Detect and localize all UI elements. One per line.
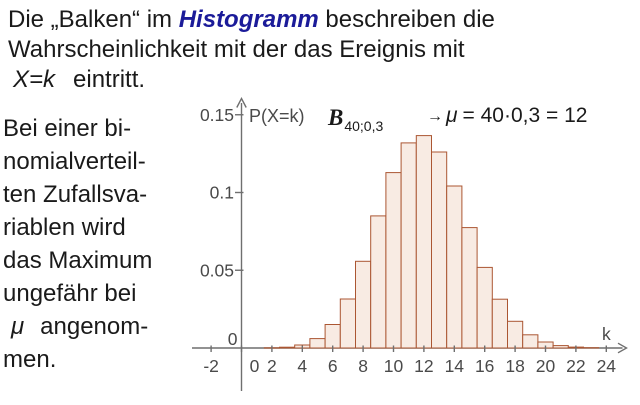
x-tick-label: 24 xyxy=(597,356,617,376)
histogram-bar-k15 xyxy=(462,228,477,348)
aside-mu-rest: angenom- xyxy=(40,313,148,340)
mu-symbol: μ xyxy=(11,313,24,340)
distribution-label-main: B xyxy=(327,105,343,130)
mu-annotation-symbol: μ xyxy=(445,104,458,127)
y-tick-label: 0.15 xyxy=(200,105,234,125)
y-tick-label: 0.1 xyxy=(210,183,234,203)
right-arrow-icon: → xyxy=(427,108,443,125)
x-tick-label: 20 xyxy=(536,356,556,376)
histogram-bar-k8 xyxy=(356,261,371,348)
y-zero-label: 0 xyxy=(228,329,238,349)
intro-paragraph: Die „Balken“ im Histogramm beschreiben d… xyxy=(8,5,636,95)
aside-last-line: men. xyxy=(3,343,195,376)
aside-line: riablen wird xyxy=(3,211,195,244)
aside-paragraph: Bei einer bi- nomialverteil- ten Zufalls… xyxy=(3,112,195,376)
intro-line1-post: beschreiben die xyxy=(319,6,495,33)
intro-line-2: Wahrscheinlichkeit mit der das Ereignis … xyxy=(8,35,636,65)
intro-line-3: X=k eintritt. xyxy=(13,65,636,95)
aside-mu-line: μ angenom- xyxy=(3,310,195,343)
mu-annotation-text: = 40·0,3 = 12 xyxy=(463,104,588,127)
aside-line: ungefähr bei xyxy=(3,277,195,310)
x-axis-title: k xyxy=(602,324,611,344)
histogram-bar-k14 xyxy=(447,186,462,348)
aside-line: Bei einer bi- xyxy=(3,112,195,145)
intro-line3-post: eintritt. xyxy=(73,66,145,93)
x-tick-label: 2 xyxy=(267,356,277,376)
x-tick-label: 12 xyxy=(414,356,433,376)
mu-annotation: →μ= 40·0,3 = 12 xyxy=(427,104,587,127)
aside-line: nomialverteil- xyxy=(3,145,195,178)
histogram-bar-k18 xyxy=(508,321,523,348)
math-x-equals-k: X=k xyxy=(13,66,55,93)
x-tick-label: 18 xyxy=(505,356,524,376)
histogramm-emphasis: Histogramm xyxy=(179,6,319,33)
x-tick-label: 10 xyxy=(384,356,404,376)
intro-line-1: Die „Balken“ im Histogramm beschreiben d… xyxy=(8,5,636,35)
histogram-bar-k5 xyxy=(310,339,325,348)
histogram-bar-k3 xyxy=(280,347,295,348)
x-tick-label: 6 xyxy=(328,356,338,376)
histogram-bar-k17 xyxy=(492,299,507,348)
histogram-bar-k21 xyxy=(553,346,568,348)
histogram-bar-k7 xyxy=(340,299,355,348)
x-tick-label: -2 xyxy=(203,356,219,376)
x-tick-label: 22 xyxy=(566,356,585,376)
distribution-label-subscript: 40;0,3 xyxy=(344,118,383,134)
histogram-bar-k16 xyxy=(477,267,492,348)
intro-line1-pre: Die „Balken“ im xyxy=(8,6,179,33)
histogram-bar-k6 xyxy=(325,325,340,349)
x-tick-label: 14 xyxy=(445,356,465,376)
histogram-bar-k11 xyxy=(401,143,416,348)
histogram-bar-k10 xyxy=(386,173,401,348)
x-tick-label: 0 xyxy=(250,356,260,376)
histogram-bar-k13 xyxy=(432,152,447,348)
x-tick-label: 8 xyxy=(358,356,368,376)
x-tick-label: 16 xyxy=(475,356,494,376)
histogram-bars xyxy=(264,136,598,349)
aside-line: das Maximum xyxy=(3,244,195,277)
histogram-bar-k19 xyxy=(523,335,538,348)
y-axis-title: P(X=k) xyxy=(249,106,305,126)
distribution-label: B40;0,3 xyxy=(327,105,383,134)
histogram-bar-k12 xyxy=(416,136,431,348)
y-tick-label: 0.05 xyxy=(200,260,234,280)
x-tick-label: 4 xyxy=(297,356,307,376)
aside-line: ten Zufallsva- xyxy=(3,178,195,211)
histogram-bar-k9 xyxy=(371,216,386,348)
